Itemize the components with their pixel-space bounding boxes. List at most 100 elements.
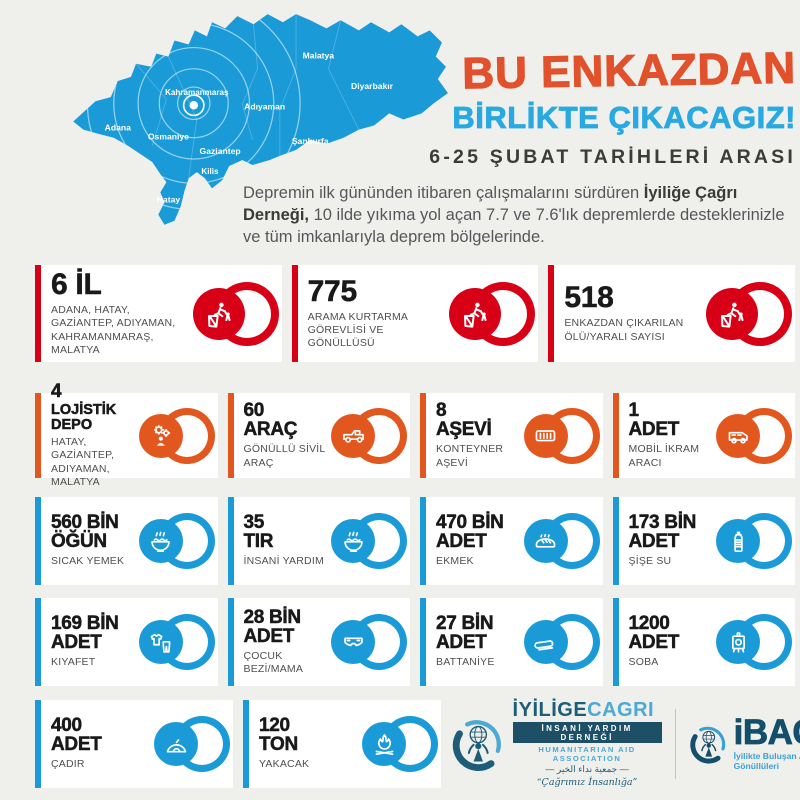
intro-seg1: Depremin ilk gününden itibaren çalışmala… — [243, 184, 644, 202]
stat-number: 169 BİN — [51, 613, 119, 635]
stat-unit: ADET — [628, 632, 680, 654]
stat-icon-unit — [154, 705, 230, 783]
rescue-icon — [192, 287, 245, 340]
stats-row-3: 560 BİN ÖĞÜN SICAK YEMEK 35 TIR İNSANİ Y… — [35, 497, 795, 585]
iyilige-arabic-line: — جمعية نداء الخير — — [545, 764, 629, 774]
accent-bar — [420, 598, 426, 686]
stat-unit: ADET — [628, 531, 680, 553]
accent-bar — [612, 497, 619, 585]
stats-grid: 6 İL ADANA, HATAY, GAZİANTEP, ADIYAMAN, … — [35, 265, 800, 788]
ring-arc — [351, 407, 407, 464]
stat-label: KIYAFET — [51, 656, 96, 669]
ring-arc — [382, 716, 438, 772]
stat-card-fuel: 120 TON YAKACAK — [243, 700, 441, 788]
stat-number: 120 — [259, 715, 291, 737]
stat-icon-unit — [523, 502, 600, 580]
stat-number: 470 BİN — [436, 512, 504, 534]
pickup-truck-icon — [331, 413, 375, 458]
stat-number: 4 — [51, 381, 62, 403]
stat-card-trucks: 35 TIR İNSANİ YARDIM — [227, 497, 410, 585]
stat-unit: ADET — [628, 419, 680, 441]
stat-unit: ADET — [51, 632, 102, 654]
ibag-logo: iBAG İyilikte Buluşan Afet Gönüllüleri — [689, 715, 800, 772]
stat-icon-unit — [716, 397, 792, 475]
ring-arc — [214, 281, 279, 346]
stat-unit: TON — [259, 734, 299, 756]
map-city-osmaniye: Osmaniye — [148, 132, 189, 142]
stat-label: YAKACAK — [259, 758, 310, 771]
wordmark-part1: İYİLİGE — [512, 699, 588, 721]
stat-label: ÇADIR — [51, 758, 85, 771]
ring-arc — [174, 716, 230, 772]
iyilige-slogan: “Çağrımız İnsanlığa” — [536, 777, 638, 788]
stats-row-1: 6 İL ADANA, HATAY, GAZİANTEP, ADIYAMAN, … — [35, 265, 796, 362]
container-kitchen-icon — [523, 413, 568, 458]
accent-bar — [227, 497, 234, 585]
accent-bar — [35, 497, 41, 585]
stat-label: ARAMA KURTARMA GÖREVLİSİ VE GÖNÜLLÜSÜ — [307, 310, 408, 350]
stat-unit: LOJİSTİK DEPO — [51, 402, 117, 433]
ring-arc — [158, 614, 215, 670]
stat-number: 173 BİN — [628, 512, 697, 534]
map-city-kilis: Kilis — [201, 167, 219, 176]
stat-number: 400 — [51, 715, 83, 737]
accent-bar — [420, 497, 426, 585]
ring-arc — [543, 614, 600, 670]
stat-card-catering-vehicle: 1 ADET MOBİL İKRAM ARACI — [612, 393, 795, 478]
stat-label: SICAK YEMEK — [51, 555, 125, 568]
map-city-adana: Adana — [105, 123, 131, 133]
accent-bar — [35, 265, 41, 362]
map-city-sanliurfa: Şanlıurfa — [292, 136, 329, 146]
stat-unit: AŞEVİ — [436, 419, 492, 441]
stat-icon-unit — [138, 397, 215, 475]
map-svg: Kahramanmaraş Malatya Diyarbakır Adıyama… — [73, 14, 448, 225]
stat-label: SOBA — [628, 656, 659, 669]
accent-bar — [227, 598, 234, 686]
ring-arc — [471, 281, 536, 346]
map-city-hatay: Hatay — [157, 195, 181, 205]
logistics-icon — [138, 413, 183, 458]
clothing-icon — [138, 620, 183, 664]
rescue-icon — [449, 287, 502, 340]
stat-number: 60 — [243, 400, 265, 422]
stat-card-vehicles: 60 ARAÇ GÖNÜLLÜ SİVİL ARAÇ — [227, 393, 410, 478]
stats-row-5: 400 ADET ÇADIR 120 TON YAKACAK — [35, 699, 800, 788]
ibag-tagline: İyilikte Buluşan Afet Gönüllüleri — [733, 751, 800, 772]
accent-bar — [35, 700, 41, 788]
stat-number: 8 — [436, 400, 447, 422]
stat-card-provinces: 6 İL ADANA, HATAY, GAZİANTEP, ADIYAMAN, … — [35, 265, 282, 362]
stat-icon-unit — [192, 271, 279, 357]
stat-icon-unit — [331, 603, 407, 681]
stat-unit: ADET — [51, 734, 102, 756]
map-region-shape — [73, 14, 448, 225]
accent-bar — [35, 393, 41, 478]
stat-card-diapers: 28 BİN ADET ÇOCUK BEZİ/MAMA — [227, 598, 410, 686]
accent-bar — [612, 393, 619, 478]
accent-bar — [35, 598, 41, 686]
stat-unit: ADET — [436, 632, 487, 654]
intro-paragraph: Depremin ilk gününden itibaren çalışmala… — [243, 183, 799, 248]
accent-bar — [420, 393, 426, 478]
stat-unit: ÖĞÜN — [51, 531, 108, 553]
stat-number: 1 — [628, 400, 639, 422]
date-range-subtitle: 6-25 ŞUBAT TARİHLERİ ARASI — [429, 145, 796, 168]
accent-bar — [291, 265, 298, 362]
ibag-emblem — [690, 726, 726, 764]
stat-number: 518 — [564, 281, 614, 315]
accent-bar — [548, 265, 555, 362]
stat-icon-unit — [331, 502, 407, 580]
ring-arc — [351, 513, 407, 569]
map-city-gaziantep: Gaziantep — [200, 146, 241, 156]
stat-label: ÇOCUK BEZİ/MAMA — [243, 649, 304, 675]
ring-arc — [736, 407, 792, 464]
stat-label: GÖNÜLLÜ SİVİL ARAÇ — [243, 443, 326, 469]
epicenter-dot-icon — [189, 101, 199, 110]
stat-icon-unit — [138, 502, 215, 580]
map-city-adiyaman: Adıyaman — [244, 101, 285, 111]
epicenter-ring-icon — [182, 94, 205, 117]
blanket-icon — [523, 620, 568, 664]
stat-card-meals: 560 BİN ÖĞÜN SICAK YEMEK — [35, 497, 218, 585]
stat-icon-unit — [706, 271, 793, 357]
stat-label: BATTANİYE — [436, 656, 495, 669]
